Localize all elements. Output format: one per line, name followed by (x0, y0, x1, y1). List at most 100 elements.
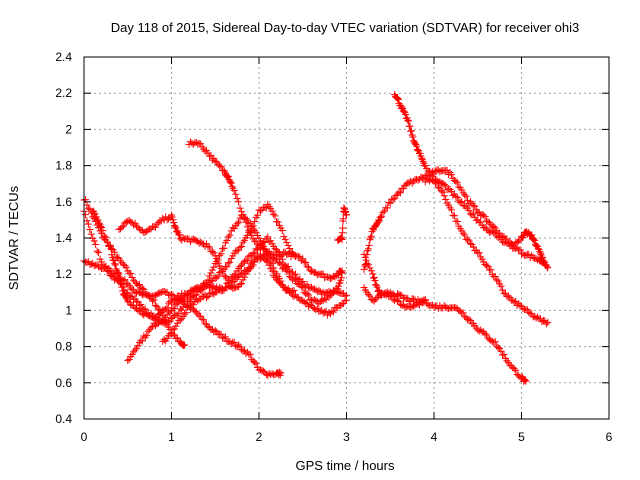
data-point (407, 127, 415, 135)
data-point (151, 223, 159, 231)
data-point (127, 284, 135, 292)
data-point (144, 226, 152, 234)
data-point (406, 122, 414, 130)
data-point (363, 260, 371, 268)
data-point (207, 269, 215, 277)
y-axis-label: SDTVAR / TECUs (6, 185, 21, 290)
data-point (188, 293, 196, 301)
data-point (204, 293, 212, 301)
data-point (227, 282, 235, 290)
data-point (204, 242, 212, 250)
data-point (469, 210, 477, 218)
data-point (442, 303, 450, 311)
data-point (512, 366, 520, 374)
data-point (392, 192, 400, 200)
data-point (402, 111, 410, 119)
data-point (297, 296, 305, 304)
data-point (248, 231, 256, 239)
data-point (84, 220, 92, 228)
data-point (108, 269, 116, 277)
data-point (329, 308, 337, 316)
data-point (258, 239, 266, 247)
data-point (170, 305, 178, 313)
data-point (208, 289, 216, 297)
data-point (131, 346, 139, 354)
data-point (286, 267, 294, 275)
data-point (440, 180, 448, 188)
data-point (338, 235, 346, 243)
data-point (146, 312, 154, 320)
data-point (497, 347, 505, 355)
data-point (220, 286, 228, 294)
series-track-13 (360, 283, 429, 311)
data-point (173, 300, 181, 308)
data-point (466, 240, 474, 248)
data-point (445, 304, 453, 312)
data-point (542, 320, 550, 328)
data-point (385, 199, 393, 207)
data-point (153, 290, 161, 298)
data-point (138, 337, 146, 345)
data-point (386, 199, 394, 207)
data-point (268, 260, 276, 268)
data-point (178, 306, 186, 314)
data-point (316, 298, 324, 306)
data-point (278, 255, 286, 263)
data-point (143, 310, 151, 318)
data-point (396, 189, 404, 197)
data-point (210, 249, 218, 257)
data-point (117, 279, 125, 287)
data-point (122, 293, 130, 301)
data-point (280, 260, 288, 268)
data-point (487, 266, 495, 274)
data-point (294, 252, 302, 260)
data-point (230, 338, 238, 346)
data-point (240, 346, 248, 354)
data-point (452, 193, 460, 201)
data-point (236, 281, 244, 289)
data-point (378, 212, 385, 220)
data-point (238, 208, 245, 216)
y-tick-label: 1.6 (55, 195, 72, 209)
data-point (408, 131, 416, 139)
data-point (220, 166, 228, 174)
data-point (181, 310, 189, 318)
data-point (450, 212, 458, 220)
data-point (337, 234, 345, 242)
x-tick-label: 3 (343, 430, 350, 444)
y-tick-label: 1.2 (55, 267, 72, 281)
data-point (364, 291, 372, 299)
data-point (99, 265, 107, 273)
data-point (277, 280, 285, 288)
data-point (143, 331, 151, 339)
data-point (149, 322, 157, 330)
data-point (404, 116, 412, 124)
data-point (192, 138, 200, 146)
data-point (448, 206, 455, 214)
data-point (398, 103, 406, 111)
data-point (256, 207, 264, 215)
data-point (286, 249, 294, 257)
data-point (300, 288, 308, 296)
data-point (235, 218, 243, 226)
data-point (191, 292, 199, 300)
data-point (189, 301, 197, 309)
data-point (242, 218, 250, 226)
data-point (421, 296, 429, 304)
data-point (127, 218, 135, 226)
data-point (197, 312, 205, 320)
data-point (456, 307, 464, 315)
data-point (337, 268, 345, 276)
data-point (421, 172, 429, 180)
data-point (510, 242, 518, 250)
data-point (484, 262, 492, 270)
data-point (163, 311, 171, 319)
data-point (249, 250, 257, 258)
data-point (119, 222, 127, 230)
data-point (413, 142, 420, 150)
y-tick-label: 2.2 (55, 86, 72, 100)
data-point (191, 236, 199, 244)
data-point (103, 238, 111, 246)
data-point (135, 301, 143, 309)
data-point (395, 188, 403, 196)
